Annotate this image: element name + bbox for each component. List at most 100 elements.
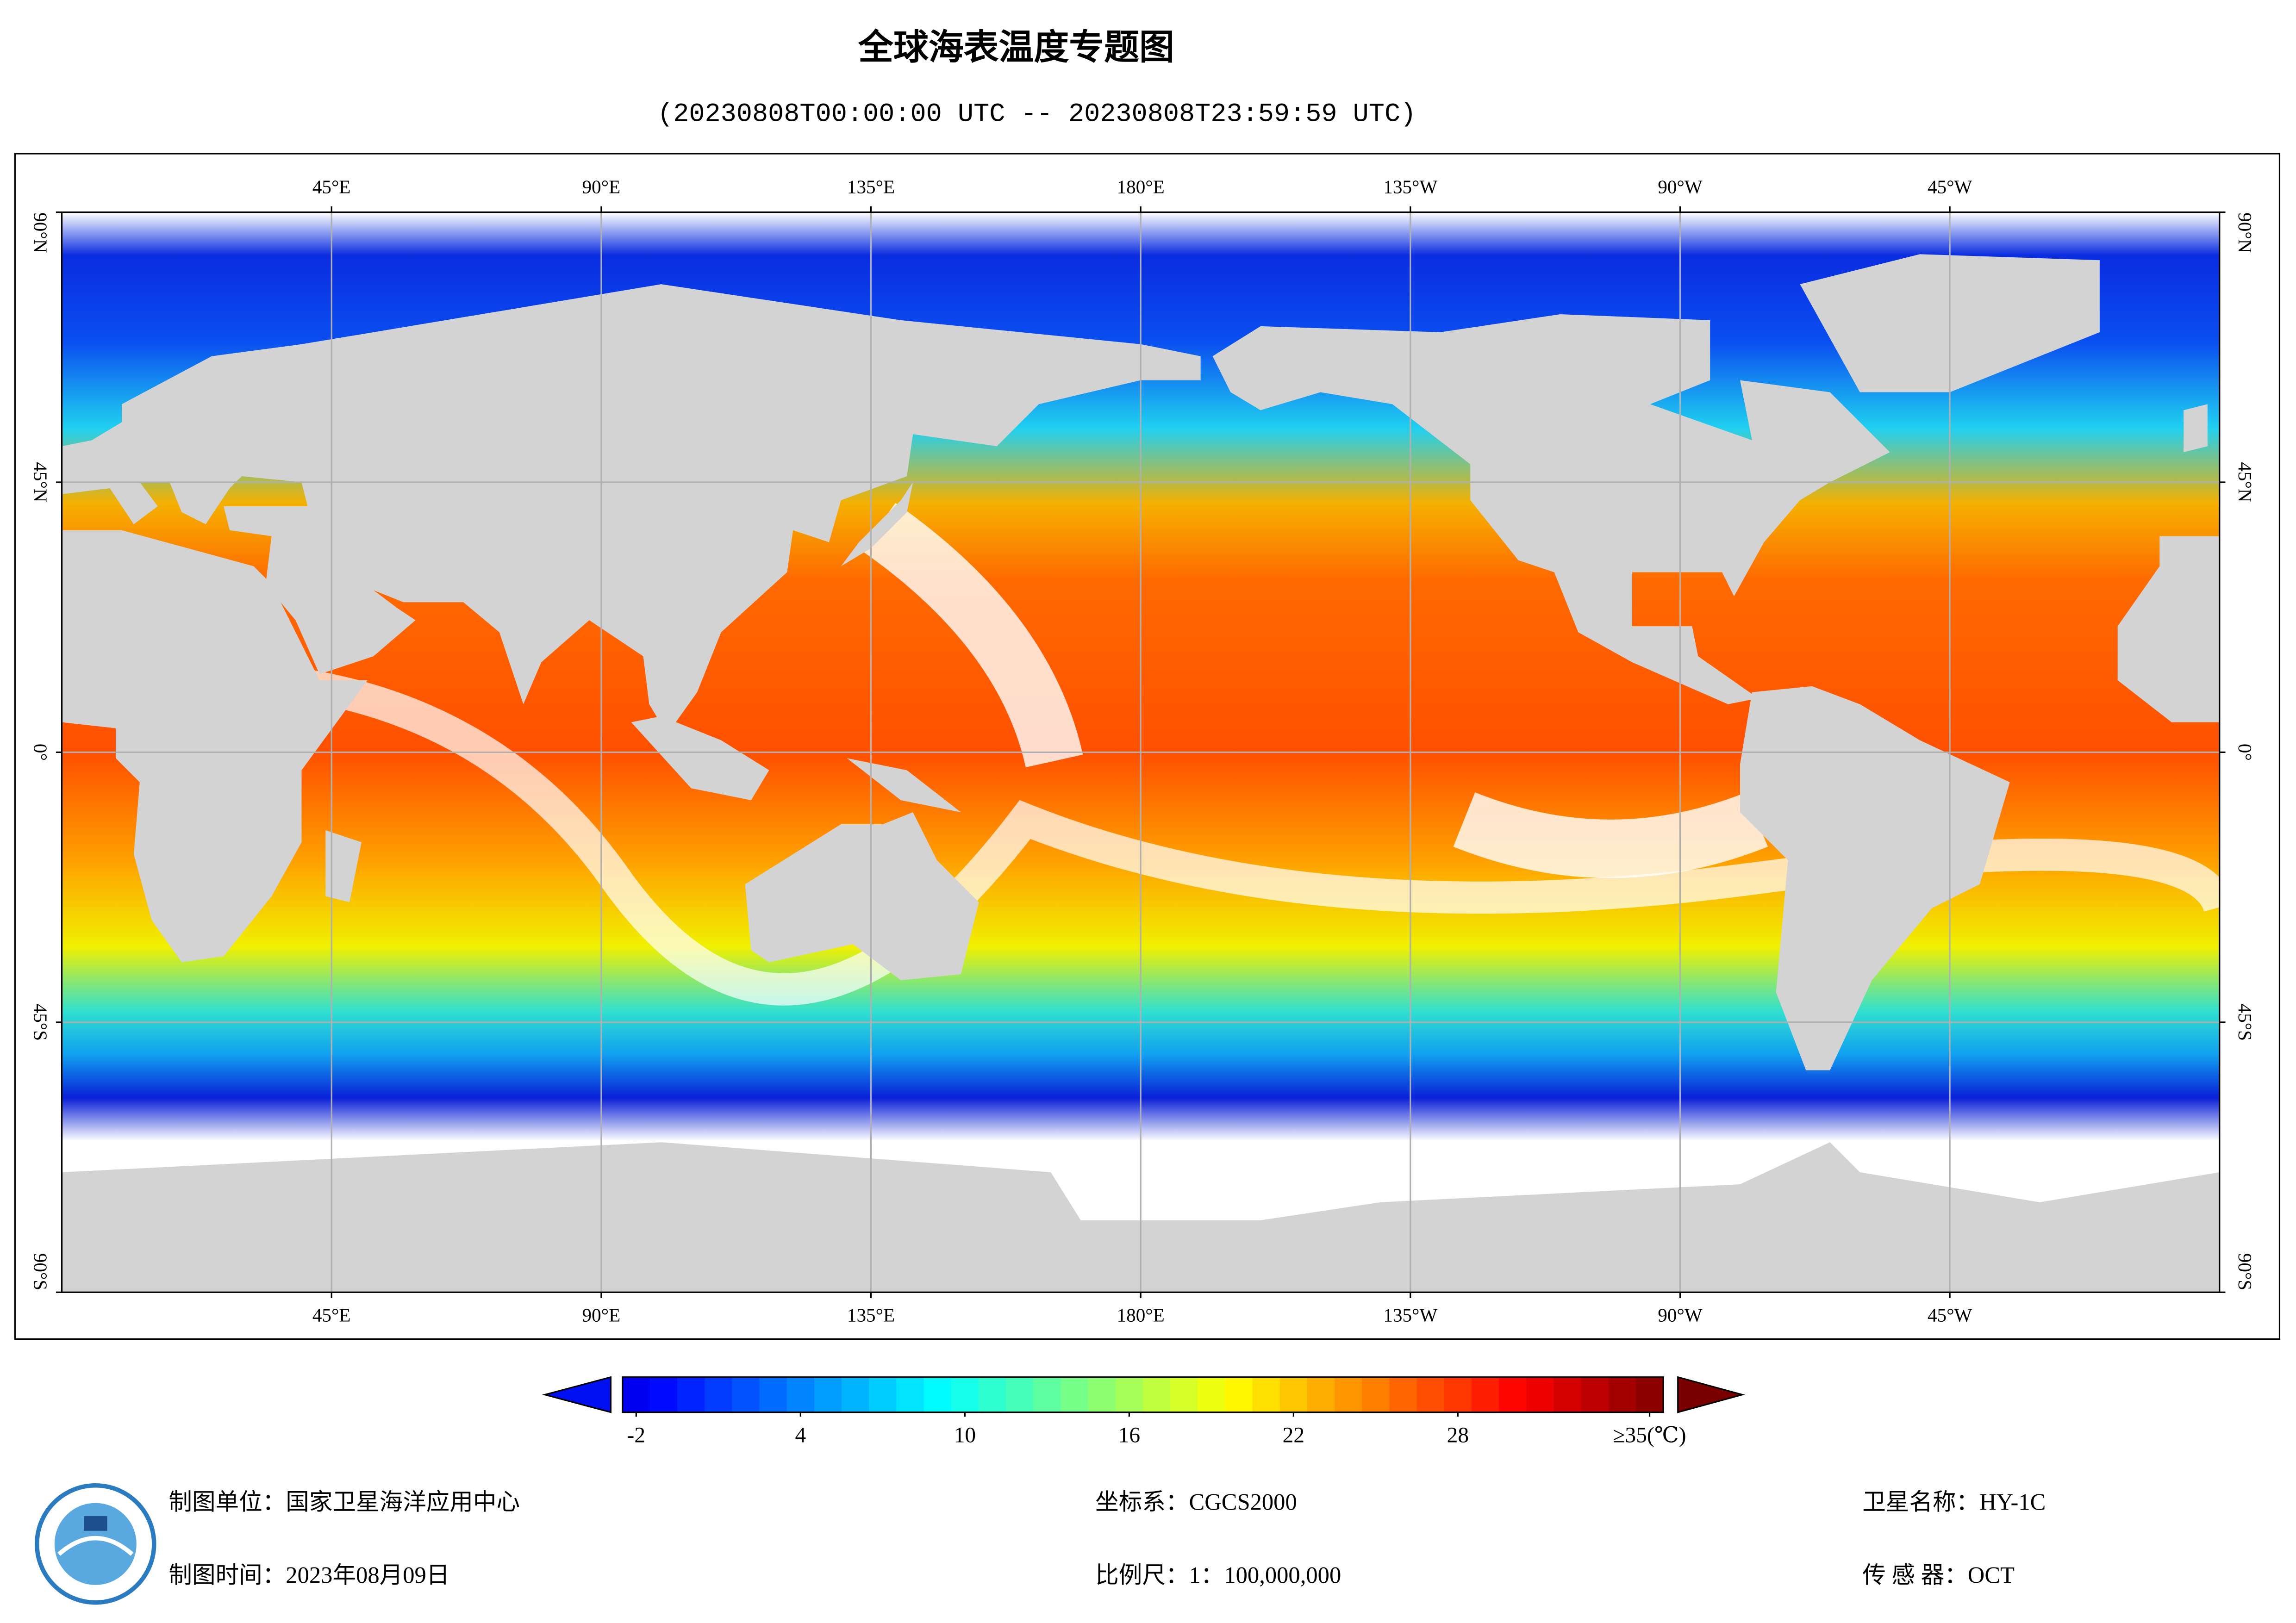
colorbar-swatch [759, 1377, 788, 1412]
colorbar-swatch [1279, 1377, 1308, 1412]
colorbar-swatch [814, 1377, 842, 1412]
landmass [631, 716, 769, 801]
colorbar-swatch [1389, 1377, 1418, 1412]
lat-label-left: 45°S [30, 1004, 51, 1041]
landmass [62, 530, 368, 963]
map-frame [14, 153, 2281, 1340]
colorbar-swatch [705, 1377, 733, 1412]
colorbar-swatch [1635, 1377, 1664, 1412]
colorbar-swatch [1416, 1377, 1445, 1412]
lon-label-top: 90°W [1658, 176, 1703, 197]
footer-sensor: 传 感 器：OCT [1862, 1562, 2015, 1588]
colorbar-swatch [1608, 1377, 1637, 1412]
colorbar-swatch [1142, 1377, 1171, 1412]
colorbar-swatch [951, 1377, 980, 1412]
lon-label-top: 180°E [1117, 176, 1165, 197]
colorbar-swatch [869, 1377, 897, 1412]
lat-label-right: 90°S [2234, 1253, 2256, 1290]
colorbar-swatch [1252, 1377, 1281, 1412]
colorbar-swatch [1170, 1377, 1198, 1412]
landmass [325, 830, 362, 902]
colorbar-swatch [1061, 1377, 1089, 1412]
colorbar-swatch [923, 1377, 952, 1412]
lon-label-bottom: 135°E [847, 1305, 895, 1326]
landmass [2117, 536, 2220, 722]
colorbar-swatch [1307, 1377, 1335, 1412]
colorbar-label: 22 [1283, 1423, 1304, 1447]
lat-label-left: 90°S [30, 1253, 51, 1290]
footer-unit: 制图单位：国家卫星海洋应用中心 [168, 1489, 520, 1515]
colorbar-label: ≥35(℃) [1613, 1423, 1686, 1447]
landmass [2184, 404, 2208, 453]
colorbar-swatch [1554, 1377, 1582, 1412]
colorbar-swatch [622, 1377, 651, 1412]
colorbar-swatch [1006, 1377, 1034, 1412]
logo [35, 1483, 156, 1605]
colorbar-swatch [1033, 1377, 1062, 1412]
lon-label-bottom: 45°W [1928, 1305, 1972, 1326]
colorbar-label: 28 [1447, 1423, 1469, 1447]
landmass [847, 758, 961, 813]
colorbar-swatch [677, 1377, 705, 1412]
colorbar-swatch [1499, 1377, 1527, 1412]
landmass [1740, 686, 2010, 1070]
graticule: 45°E 45°E 90°E 90°E 135°E 135°E 180°E 180°E 135°… [30, 176, 2256, 1325]
subtitle: (20230808T00:00:00 UTC -- 20230808T23:59… [657, 100, 1416, 130]
lat-label-left: 90°N [30, 212, 51, 253]
colorbar-swatch [1198, 1377, 1226, 1412]
colorbar-swatch [1115, 1377, 1144, 1412]
colorbar-swatch [1088, 1377, 1117, 1412]
colorbar: -2 4 10 16 22 28 ≥35(℃) [542, 1376, 1745, 1447]
lat-label-left: 45°N [30, 462, 51, 502]
colorbar-label: -2 [627, 1423, 646, 1447]
colorbar-border [622, 1376, 1664, 1413]
lon-label-top: 90°E [582, 176, 621, 197]
landmass [62, 284, 1201, 734]
cloud-gap [861, 503, 1768, 878]
colorbar-swatch [978, 1377, 1007, 1412]
colorbar-label: 16 [1118, 1423, 1140, 1447]
landmass [841, 482, 913, 566]
colorbar-swatch [1471, 1377, 1500, 1412]
map-border [61, 211, 2221, 1293]
colorbar-swatch [649, 1377, 678, 1412]
lon-label-top: 45°W [1928, 176, 1972, 197]
footer-satellite: 卫星名称：HY-1C [1862, 1489, 2046, 1515]
colorbar-under [542, 1376, 612, 1413]
colorbar-swatch [1444, 1377, 1472, 1412]
lat-label-right: 45°N [2234, 462, 2256, 502]
lon-label-bottom: 45°E [312, 1305, 351, 1326]
lat-label-right: 90°N [2234, 212, 2256, 253]
lat-label-left: 0° [30, 744, 51, 761]
lon-label-bottom: 135°W [1383, 1305, 1437, 1326]
footer-time: 制图时间：2023年08月09日 [168, 1562, 449, 1588]
colorbar-swatch [1581, 1377, 1610, 1412]
lon-label-bottom: 90°W [1658, 1305, 1703, 1326]
colorbar-swatch [842, 1377, 870, 1412]
lon-label-bottom: 180°E [1117, 1305, 1165, 1326]
logo-wave [57, 1536, 134, 1556]
colorbar-label: 10 [954, 1423, 976, 1447]
lon-label-bottom: 90°E [582, 1305, 621, 1326]
landmass [1212, 314, 1890, 704]
lon-label-top: 135°E [847, 176, 895, 197]
footer-scale: 比例尺：1：100,000,000 [1095, 1562, 1341, 1588]
colorbar-over [1677, 1376, 1745, 1413]
footer-crs: 坐标系：CGCS2000 [1095, 1489, 1297, 1515]
title: 全球海表温度专题图 [858, 28, 1174, 67]
colorbar-swatch [1526, 1377, 1555, 1412]
colorbar-swatch [896, 1377, 925, 1412]
colorbar-swatch [1225, 1377, 1254, 1412]
colorbar-swatch [732, 1377, 761, 1412]
lat-label-right: 0° [2234, 744, 2256, 761]
logo-globe [54, 1503, 137, 1585]
colorbar-swatch [1335, 1377, 1363, 1412]
colorbar-label: 4 [795, 1423, 806, 1447]
logo-satellite [84, 1516, 107, 1531]
colorbar-swatch [786, 1377, 815, 1412]
colorbar-swatch [1362, 1377, 1391, 1412]
lon-label-top: 135°W [1383, 176, 1437, 197]
lon-label-top: 45°E [312, 176, 351, 197]
lat-label-right: 45°S [2234, 1004, 2256, 1041]
